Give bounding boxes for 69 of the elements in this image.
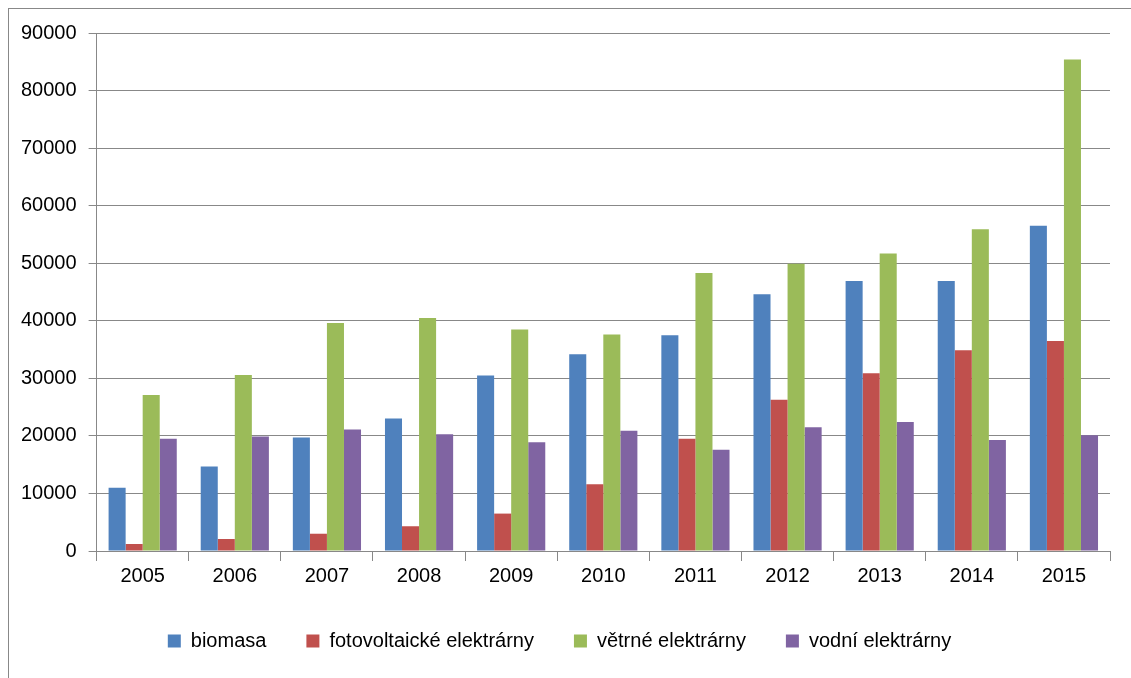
x-tick-label: 2012 [765, 563, 810, 586]
bar [753, 294, 771, 551]
bar [937, 281, 955, 551]
x-tick-label: 2014 [949, 563, 995, 586]
bar [108, 487, 126, 551]
bar [971, 229, 989, 551]
bar [528, 442, 546, 551]
y-tick-label: 70000 [20, 135, 77, 158]
bar [1046, 340, 1064, 551]
x-tick-label: 2009 [488, 563, 534, 586]
legend-label: biomasa [190, 628, 268, 651]
bar [787, 263, 805, 551]
bar [620, 430, 638, 551]
bar [896, 422, 914, 551]
bar [954, 350, 972, 551]
x-tick-label: 2005 [120, 563, 165, 586]
bar [477, 375, 495, 551]
legend-label: vodní elektrárny [808, 628, 952, 651]
bar [292, 437, 310, 551]
bar [678, 438, 696, 551]
bar [712, 449, 730, 551]
bar [494, 513, 512, 551]
bar [200, 466, 218, 551]
y-tick-label: 10000 [20, 480, 77, 503]
bar [159, 438, 177, 551]
bar [234, 374, 252, 551]
bar [142, 395, 160, 551]
bar [845, 281, 863, 551]
bar [436, 434, 454, 551]
x-tick-label: 2006 [212, 563, 258, 586]
bar [988, 439, 1006, 551]
bar [1029, 225, 1047, 551]
bar [125, 544, 143, 551]
bar [603, 334, 621, 551]
x-tick-label: 2011 [673, 563, 717, 586]
bar [402, 526, 420, 551]
x-tick-label: 2015 [1041, 563, 1087, 586]
bar [661, 335, 679, 551]
y-tick-label: 50000 [20, 250, 77, 273]
bar [862, 373, 880, 551]
bar [343, 429, 362, 551]
bar [511, 329, 529, 551]
bar [326, 323, 344, 551]
x-tick-label: 2010 [581, 563, 626, 586]
x-tick-label: 2013 [857, 563, 902, 586]
legend-label: větrné elektrárny [596, 628, 746, 651]
bar [419, 317, 437, 551]
y-tick-label: 20000 [20, 423, 77, 446]
bar [695, 273, 713, 551]
legend-label: fotovoltaické elektrárny [329, 628, 534, 651]
bar [251, 436, 269, 551]
y-tick-label: 90000 [20, 20, 77, 43]
bar [384, 418, 403, 551]
bar [770, 399, 788, 551]
bar [586, 484, 604, 551]
x-tick-label: 2007 [304, 563, 350, 586]
bar [1063, 59, 1081, 551]
y-tick-label: 30000 [20, 365, 77, 388]
y-tick-label: 0 [65, 538, 77, 561]
bar [804, 427, 822, 551]
y-tick-label: 80000 [20, 78, 77, 101]
x-tick-label: 2008 [396, 563, 442, 586]
bar [879, 253, 897, 551]
bar [309, 533, 327, 551]
bar [1080, 435, 1099, 551]
y-tick-label: 60000 [20, 193, 77, 216]
y-tick-label: 40000 [20, 308, 77, 331]
bar [217, 538, 235, 551]
bar [569, 354, 587, 551]
